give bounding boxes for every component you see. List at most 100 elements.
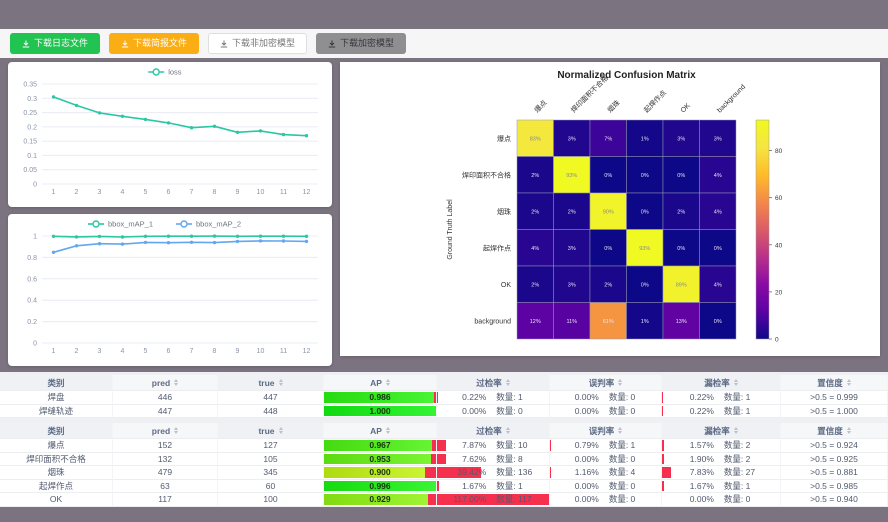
- rate-bar: [437, 440, 446, 451]
- ap-remainder-bar: [428, 494, 436, 505]
- cell-pred: 152: [113, 439, 218, 453]
- svg-text:3%: 3%: [714, 136, 722, 142]
- ap-value: 0.996: [369, 480, 391, 491]
- svg-text:Ground Truth Label: Ground Truth Label: [447, 199, 454, 260]
- svg-text:20: 20: [775, 289, 783, 296]
- sort-icon[interactable]: [846, 427, 851, 434]
- cell-confidence: >0.5 = 0.925: [781, 452, 888, 466]
- cell-mis-rate: 0.00% 数量: 0: [550, 452, 662, 466]
- cell-miss-rate: 1.90% 数量: 2: [662, 452, 781, 466]
- cell-category: 起焊作点: [0, 479, 113, 493]
- rate-value: 0.22%: [462, 392, 487, 403]
- svg-text:1: 1: [52, 189, 56, 196]
- rate-bar: [437, 467, 482, 478]
- svg-text:0.8: 0.8: [27, 255, 37, 262]
- metrics-table-2: 类别 pred true AP 过检率 误判率 漏检率 置信度 爆点 152 127 0.967 7.8…: [0, 423, 888, 507]
- table-row: 焊缝轨迹 447 448 1.000 0.00% 数量: 0 0.00% 数量: 0 0.22%…: [0, 404, 888, 418]
- svg-text:0.1: 0.1: [27, 153, 37, 160]
- download-button-4[interactable]: 下载加密模型: [316, 33, 407, 54]
- svg-text:0.15: 0.15: [23, 139, 37, 146]
- rate-value: 0.00%: [574, 453, 599, 464]
- table-row: 焊印面积不合格 132 105 0.953 7.62% 数量: 8 0.00% 数量: 0 1.…: [0, 452, 888, 466]
- download-button-2[interactable]: 下载简报文件: [109, 33, 200, 54]
- sort-icon[interactable]: [278, 427, 283, 434]
- sort-icon[interactable]: [733, 427, 738, 434]
- svg-text:7%: 7%: [604, 136, 612, 142]
- svg-text:3%: 3%: [677, 136, 685, 142]
- cell-pred: 117: [113, 493, 218, 507]
- download-button-1[interactable]: 下载日志文件: [10, 33, 101, 54]
- svg-text:4: 4: [121, 189, 125, 196]
- rate-count: 数量: 27: [723, 467, 756, 478]
- sort-icon[interactable]: [505, 379, 510, 386]
- svg-text:起焊作点: 起焊作点: [483, 243, 511, 252]
- svg-text:7: 7: [190, 348, 194, 355]
- cell-over-rate: 0.22% 数量: 1: [437, 391, 550, 405]
- sort-icon[interactable]: [618, 427, 623, 434]
- cell-true: 105: [218, 452, 324, 466]
- sort-icon[interactable]: [846, 379, 851, 386]
- cell-mis-rate: 0.79% 数量: 1: [550, 439, 662, 453]
- charts-area: 0 0.05 0.1 0.15 0.2 0.25 0.3 0.35 1 2 3 4 5 6 7 8 9 10 11 1…: [0, 58, 888, 372]
- svg-text:0.4: 0.4: [27, 298, 37, 305]
- column-header-conf: 置信度: [781, 375, 888, 391]
- svg-text:0%: 0%: [714, 319, 722, 325]
- download-icon: [22, 40, 30, 47]
- sort-icon[interactable]: [733, 379, 738, 386]
- ap-bar: [324, 440, 433, 451]
- sort-icon[interactable]: [385, 379, 390, 386]
- svg-text:11%: 11%: [566, 319, 577, 325]
- cell-true: 127: [218, 439, 324, 453]
- svg-text:9: 9: [236, 189, 240, 196]
- rate-bar: [662, 480, 664, 491]
- column-header-true: true: [218, 375, 324, 391]
- svg-text:4%: 4%: [714, 173, 722, 179]
- cell-miss-rate: 1.67% 数量: 1: [662, 479, 781, 493]
- confusion-matrix-card: Normalized Confusion Matrix 83% 3% 7% 1% 3% 3%…: [340, 62, 880, 369]
- cell-mis-rate: 0.00% 数量: 0: [550, 479, 662, 493]
- cell-mis-rate: 0.00% 数量: 0: [550, 391, 662, 405]
- svg-text:0.2: 0.2: [27, 319, 37, 326]
- sort-icon[interactable]: [174, 427, 179, 434]
- svg-text:10: 10: [257, 189, 265, 196]
- svg-text:12: 12: [303, 189, 311, 196]
- table-row: 起焊作点 63 60 0.996 1.67% 数量: 1 0.00% 数量: 0 1.67% 数量…: [0, 479, 888, 493]
- cell-pred: 446: [113, 391, 218, 405]
- rate-value: 0.00%: [574, 405, 599, 416]
- rate-value: 0.00%: [689, 494, 714, 505]
- cell-mis-rate: 0.00% 数量: 0: [550, 404, 662, 418]
- cell-miss-rate: 7.83% 数量: 27: [662, 466, 781, 480]
- ap-bar: [324, 467, 425, 478]
- svg-text:0%: 0%: [641, 282, 649, 288]
- ap-value: 0.986: [369, 392, 391, 403]
- svg-text:11: 11: [280, 348, 287, 355]
- svg-text:3: 3: [98, 348, 102, 355]
- sort-icon[interactable]: [385, 427, 390, 434]
- svg-text:3: 3: [98, 189, 102, 196]
- sort-icon[interactable]: [278, 379, 283, 386]
- cell-confidence: >0.5 = 0.881: [781, 466, 888, 480]
- cell-ap: 0.986: [324, 391, 437, 405]
- cell-over-rate: 0.00% 数量: 0: [437, 404, 550, 418]
- cell-over-rate: 39.42% 数量: 136: [437, 466, 550, 480]
- table-row: 焊盘 446 447 0.986 0.22% 数量: 1 0.00% 数量: 0 0.22% 数量…: [0, 391, 888, 405]
- cell-over-rate: 7.87% 数量: 10: [437, 439, 550, 453]
- svg-text:2%: 2%: [568, 209, 576, 215]
- rate-count: 数量: 0: [608, 405, 636, 416]
- download-button-3[interactable]: 下载非加密模型: [208, 33, 308, 54]
- metrics-tables: 类别 pred true AP 过检率 误判率 漏检率 置信度 焊盘 446 447 0.986 0.2…: [0, 372, 888, 507]
- sort-icon[interactable]: [174, 379, 179, 386]
- svg-text:5: 5: [144, 189, 148, 196]
- svg-text:83%: 83%: [530, 136, 541, 142]
- confusion-matrix: Normalized Confusion Matrix 83% 3% 7% 1% 3% 3%…: [340, 62, 880, 369]
- cell-miss-rate: 1.57% 数量: 2: [662, 439, 781, 453]
- cell-ap: 0.900: [324, 466, 437, 480]
- cell-mis-rate: 1.16% 数量: 4: [550, 466, 662, 480]
- rate-value: 0.00%: [574, 392, 599, 403]
- ap-remainder-bar: [424, 467, 436, 478]
- sort-icon[interactable]: [505, 427, 510, 434]
- sort-icon[interactable]: [618, 379, 623, 386]
- column-header-true: true: [218, 423, 324, 439]
- rate-count: 数量: 1: [723, 405, 751, 416]
- rate-bar: [550, 467, 552, 478]
